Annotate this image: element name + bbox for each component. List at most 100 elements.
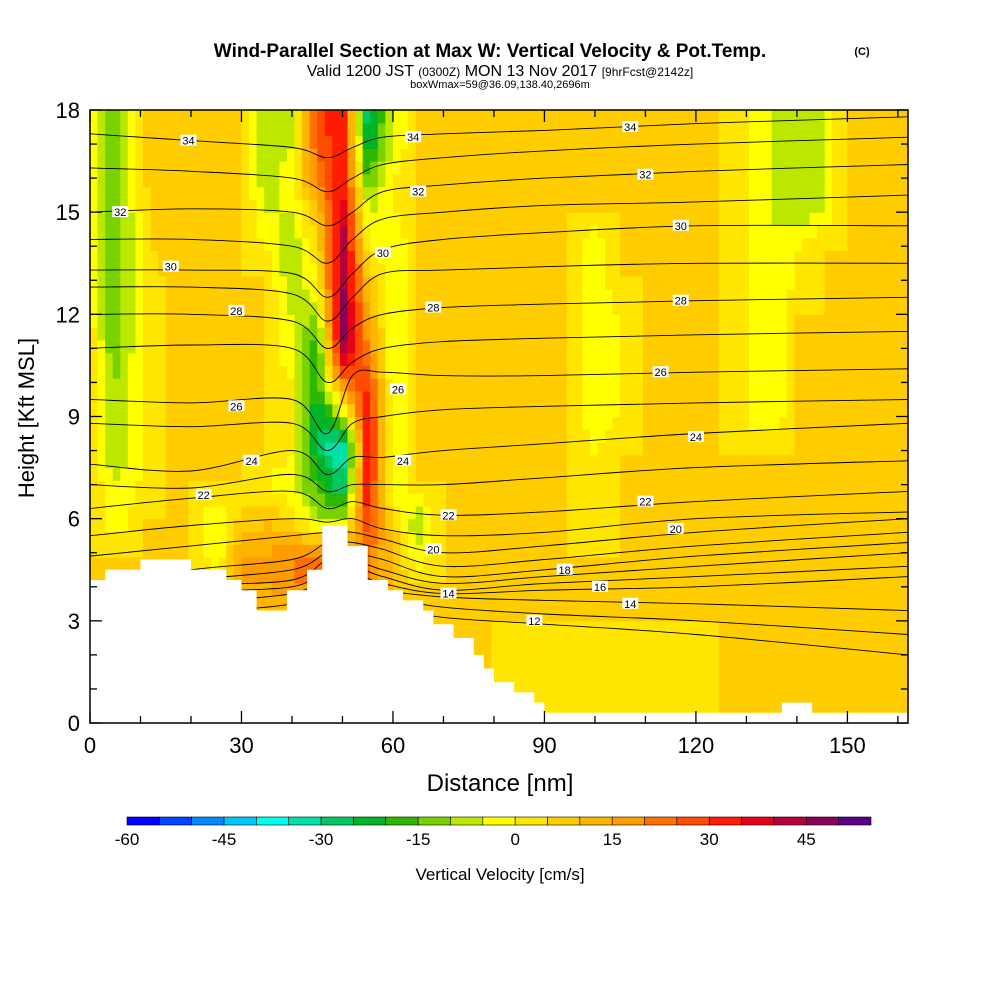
heatmap-cell xyxy=(809,505,818,520)
heatmap-cell xyxy=(711,646,720,660)
heatmap-cell xyxy=(680,684,689,699)
heatmap-cell xyxy=(135,224,144,239)
heatmap-cell xyxy=(589,416,599,430)
heatmap-cell xyxy=(309,212,318,226)
heatmap-cell xyxy=(650,442,659,456)
heatmap-cell xyxy=(423,442,432,456)
heatmap-cell xyxy=(635,135,644,149)
heatmap-cell xyxy=(370,135,379,149)
heatmap-cell xyxy=(559,352,568,367)
heatmap-cell xyxy=(127,301,137,315)
heatmap-cell xyxy=(385,505,394,520)
heatmap-cell xyxy=(854,582,864,596)
heatmap-cell xyxy=(370,378,379,392)
heatmap-cell xyxy=(650,671,659,686)
heatmap-cell xyxy=(385,582,394,596)
heatmap-cell xyxy=(438,301,447,315)
heatmap-cell xyxy=(680,633,689,647)
heatmap-cell xyxy=(605,531,614,545)
heatmap-cell xyxy=(854,620,864,635)
heatmap-cell xyxy=(620,110,629,124)
heatmap-cell xyxy=(264,429,273,443)
heatmap-cell xyxy=(180,531,190,545)
heatmap-cell xyxy=(703,199,712,213)
heatmap-cell xyxy=(514,339,523,354)
heatmap-cell xyxy=(862,569,871,584)
heatmap-cell xyxy=(726,237,735,252)
heatmap-cell xyxy=(703,544,712,558)
heatmap-cell xyxy=(233,327,243,341)
heatmap-cell xyxy=(870,556,879,571)
heatmap-cell xyxy=(302,301,311,315)
heatmap-cell xyxy=(120,505,129,520)
heatmap-cell xyxy=(127,365,137,379)
heatmap-cell xyxy=(756,212,765,226)
heatmap-cell xyxy=(635,608,644,622)
heatmap-cell xyxy=(536,671,546,686)
heatmap-cell xyxy=(286,173,296,188)
heatmap-cell xyxy=(317,480,326,494)
heatmap-cell xyxy=(309,186,318,200)
heatmap-cell xyxy=(529,684,538,699)
heatmap-cell xyxy=(703,327,712,341)
heatmap-cell xyxy=(574,671,583,686)
heatmap-cell xyxy=(423,110,432,124)
heatmap-cell xyxy=(445,122,455,137)
heatmap-cell xyxy=(688,339,697,354)
heatmap-cell xyxy=(862,276,871,290)
heatmap-cell xyxy=(423,288,432,303)
heatmap-cell xyxy=(385,454,394,469)
heatmap-cell xyxy=(817,263,826,277)
heatmap-cell xyxy=(832,442,841,456)
heatmap-cell xyxy=(726,161,735,175)
heatmap-cell xyxy=(309,276,318,290)
heatmap-cell xyxy=(180,237,190,252)
heatmap-cell xyxy=(453,250,462,264)
heatmap-cell xyxy=(832,518,841,533)
heatmap-cell xyxy=(370,454,379,469)
heatmap-cell xyxy=(112,122,121,137)
heatmap-cell xyxy=(127,173,137,188)
heatmap-cell xyxy=(824,135,833,149)
heatmap-cell xyxy=(377,442,386,456)
heatmap-cell xyxy=(589,301,599,315)
heatmap-cell xyxy=(650,173,659,188)
heatmap-cell xyxy=(135,301,144,315)
heatmap-cell xyxy=(559,544,568,558)
heatmap-cell xyxy=(650,378,659,392)
heatmap-cell xyxy=(476,212,485,226)
heatmap-cell xyxy=(582,595,591,609)
heatmap-cell xyxy=(703,186,712,200)
heatmap-cell xyxy=(317,148,326,162)
heatmap-cell xyxy=(809,110,818,124)
heatmap-cell xyxy=(514,556,523,571)
heatmap-cell xyxy=(271,148,280,162)
heatmap-cell xyxy=(620,390,629,405)
heatmap-cell xyxy=(514,263,523,277)
heatmap-cell xyxy=(779,569,788,584)
heatmap-cell xyxy=(809,518,818,533)
heatmap-cell xyxy=(377,416,386,430)
heatmap-cell xyxy=(854,378,864,392)
heatmap-cell xyxy=(544,365,553,379)
heatmap-cell xyxy=(642,633,652,647)
heatmap-cell xyxy=(499,212,508,226)
heatmap-cell xyxy=(605,365,614,379)
heatmap-cell xyxy=(203,148,212,162)
heatmap-cell xyxy=(605,390,614,405)
heatmap-cell xyxy=(491,505,500,520)
heatmap-cell xyxy=(756,684,765,699)
heatmap-cell xyxy=(105,110,114,124)
heatmap-cell xyxy=(438,467,447,481)
heatmap-cell xyxy=(264,595,273,609)
heatmap-cell xyxy=(445,327,455,341)
heatmap-cell xyxy=(764,288,773,303)
heatmap-cell xyxy=(347,173,356,188)
heatmap-cell xyxy=(779,518,788,533)
heatmap-cell xyxy=(817,493,826,507)
heatmap-cell xyxy=(771,135,780,149)
heatmap-cell xyxy=(536,429,546,443)
heatmap-cell xyxy=(521,671,530,686)
heatmap-cell xyxy=(854,442,864,456)
heatmap-cell xyxy=(423,480,432,494)
